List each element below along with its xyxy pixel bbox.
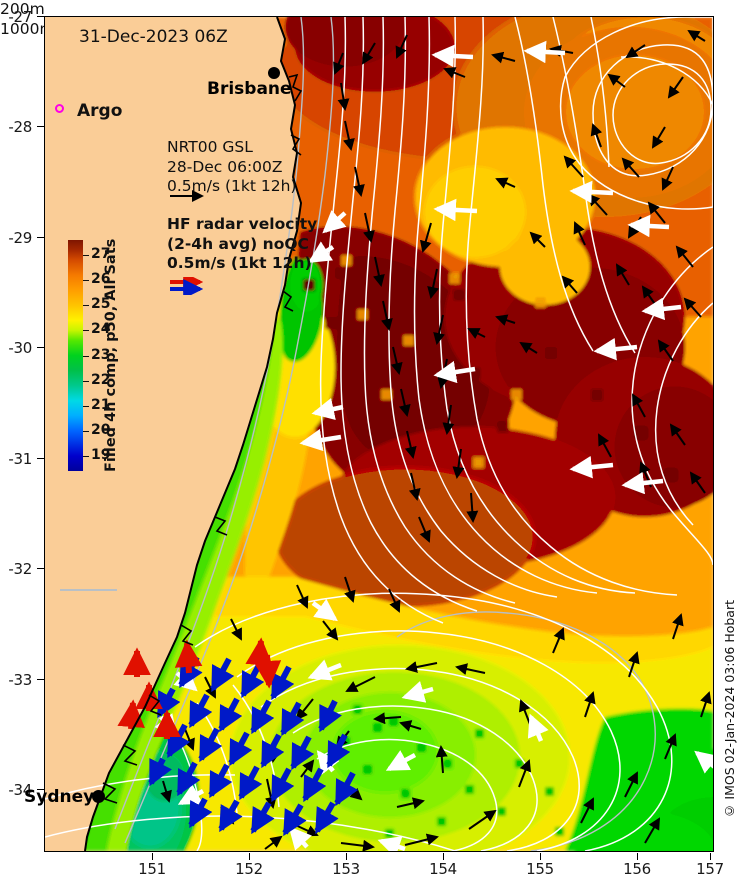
coastline-detail xyxy=(102,73,303,804)
colorbar-tick-label: 27 xyxy=(91,246,111,262)
x-tick-label: 156 xyxy=(623,860,651,878)
x-tick-mark xyxy=(540,853,541,860)
current-velocity-arrows xyxy=(160,29,712,851)
y-tick-mark xyxy=(37,126,44,127)
x-tick-label: 157 xyxy=(696,860,724,878)
map-plot-area[interactable] xyxy=(44,16,714,852)
colorbar-tick-label: 24 xyxy=(91,321,111,337)
colorbar-tick xyxy=(83,356,89,357)
y-tick-mark xyxy=(37,789,44,790)
colorbar-tick xyxy=(83,381,89,382)
colorbar-tick-label: 19 xyxy=(91,447,111,463)
city-label-brisbane: Brisbane xyxy=(207,79,292,99)
y-tick-mark xyxy=(37,347,44,348)
colorbar-tick xyxy=(83,255,89,256)
colorbar-tick-label: 26 xyxy=(91,271,111,287)
y-tick-mark xyxy=(37,16,44,17)
colorbar-tick-label: 21 xyxy=(91,397,111,413)
y-tick-label: -31 xyxy=(8,450,32,468)
colorbar-tick xyxy=(83,431,89,432)
colorbar-tick xyxy=(83,330,89,331)
y-tick-mark xyxy=(37,458,44,459)
x-tick-mark xyxy=(152,853,153,860)
x-tick-mark xyxy=(710,853,711,860)
nrt00-gsl-legend-text: NRT00 GSL 28-Dec 06:00Z 0.5m/s (1kt 12h) xyxy=(167,138,297,195)
x-tick-mark xyxy=(346,853,347,860)
colorbar-tick xyxy=(83,406,89,407)
large-velocity-arrows xyxy=(154,40,713,851)
bathymetry-legend-line xyxy=(60,589,117,591)
y-tick-label: -29 xyxy=(8,229,32,247)
x-tick-label: 155 xyxy=(526,860,554,878)
colorbar-tick xyxy=(83,280,89,281)
city-marker-brisbane xyxy=(268,67,280,79)
copyright-credit: © IMOS 02-Jan-2024 03:06 Hobart xyxy=(722,600,737,819)
x-tick-label: 153 xyxy=(332,860,360,878)
colorbar-axis-label: Filled 4h comp, p50, All Sats xyxy=(103,238,119,473)
y-tick-mark xyxy=(37,568,44,569)
x-tick-mark xyxy=(443,853,444,860)
x-tick-label: 154 xyxy=(429,860,457,878)
x-tick-label: 152 xyxy=(235,860,263,878)
y-tick-mark xyxy=(37,237,44,238)
colorbar-tick-label: 23 xyxy=(91,347,111,363)
y-tick-label: -32 xyxy=(8,560,32,578)
city-marker-sydney xyxy=(92,790,105,803)
colorbar-tick xyxy=(83,305,89,306)
argo-marker-icon xyxy=(55,104,64,113)
colorbar-tick-label: 25 xyxy=(91,296,111,312)
figure-timestamp-title: 31-Dec-2023 06Z xyxy=(79,27,228,47)
map-raster-and-overlays xyxy=(45,17,713,851)
colorbar-gradient xyxy=(68,240,83,471)
bathymetry-legend-text: 200m 1000m xyxy=(0,0,55,38)
coastline xyxy=(84,17,303,851)
hf-radar-legend-text: HF radar velocity (2-4h avg) noQC 0.5m/s… xyxy=(167,215,318,272)
colorbar: 27 26 25 24 23 22 21 20 19 xyxy=(68,240,110,471)
x-tick-mark xyxy=(249,853,250,860)
y-tick-label: -30 xyxy=(8,339,32,357)
colorbar-tick xyxy=(83,456,89,457)
hf-radar-red-arrows xyxy=(117,637,282,739)
y-tick-label: -27 xyxy=(8,8,32,26)
red-blue-arrow-scale-key xyxy=(170,277,204,295)
x-tick-mark xyxy=(637,853,638,860)
y-tick-label: -33 xyxy=(8,671,32,689)
city-label-sydney: Sydney xyxy=(24,787,95,807)
colorbar-tick-label: 22 xyxy=(91,372,111,388)
streamline-contours xyxy=(45,17,713,851)
x-tick-label: 151 xyxy=(138,860,166,878)
y-tick-mark xyxy=(37,679,44,680)
y-tick-label: -34 xyxy=(8,781,32,799)
y-tick-label: -28 xyxy=(8,118,32,136)
colorbar-tick-label: 20 xyxy=(91,422,111,438)
argo-legend-label: Argo xyxy=(77,101,123,121)
black-arrow-scale-key xyxy=(170,190,204,202)
